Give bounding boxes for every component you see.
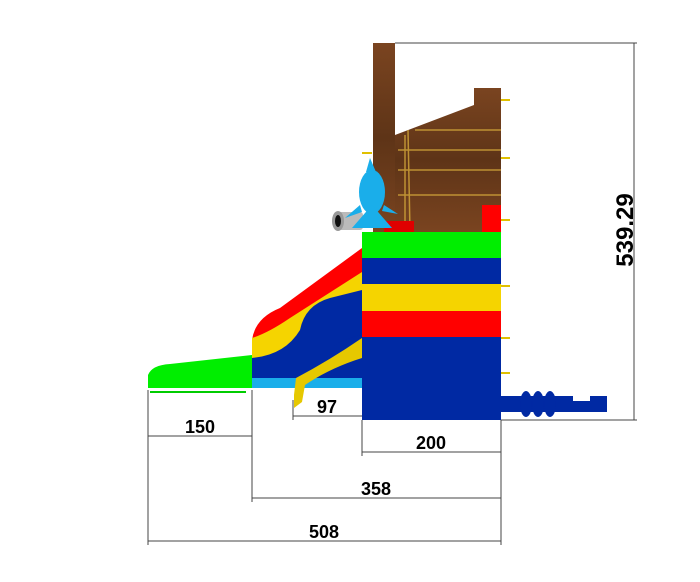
blower-tube-icon	[501, 391, 607, 417]
slide-to-tower-dimension-label: 358	[361, 479, 391, 499]
dolphin-icon	[345, 158, 398, 228]
total-length-dimension-label: 508	[309, 522, 339, 542]
slide	[148, 248, 362, 408]
cabin-wall	[395, 88, 501, 232]
tower	[362, 232, 501, 420]
dimension-lines	[147, 42, 637, 545]
height-dimension-label: 539.29	[612, 193, 639, 266]
tower-dimension-label: 200	[416, 433, 446, 453]
runout-dimension-label: 150	[185, 417, 215, 437]
slide-gap-dimension-label: 97	[317, 397, 337, 417]
runout-mat	[148, 355, 252, 388]
